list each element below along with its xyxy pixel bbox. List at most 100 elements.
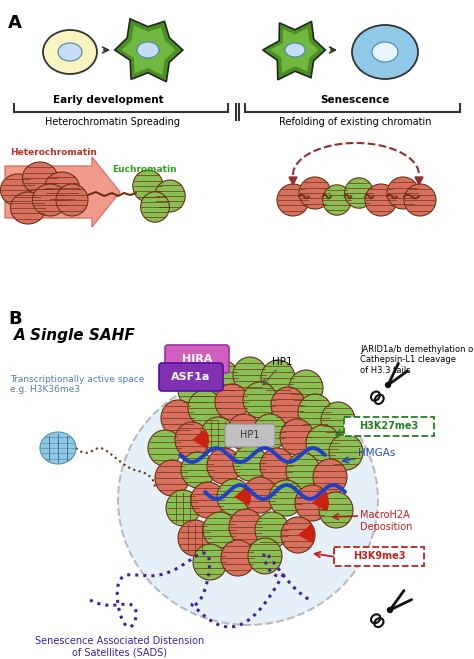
Text: Heterochromatin: Heterochromatin: [10, 148, 97, 157]
Ellipse shape: [137, 42, 159, 58]
Text: H3K9me3: H3K9me3: [353, 551, 405, 561]
Polygon shape: [263, 21, 325, 80]
Text: H3K27me3: H3K27me3: [359, 421, 419, 431]
Wedge shape: [298, 524, 315, 544]
Ellipse shape: [269, 480, 303, 516]
Ellipse shape: [248, 538, 282, 574]
FancyBboxPatch shape: [344, 417, 434, 436]
FancyBboxPatch shape: [159, 363, 223, 391]
Ellipse shape: [321, 402, 355, 438]
Ellipse shape: [260, 448, 294, 484]
Polygon shape: [122, 26, 175, 75]
Text: HIRA: HIRA: [182, 354, 212, 364]
Wedge shape: [312, 492, 329, 511]
Ellipse shape: [175, 422, 209, 458]
Circle shape: [385, 382, 391, 387]
Text: Heterochromatin Spreading: Heterochromatin Spreading: [46, 117, 181, 127]
Ellipse shape: [43, 30, 97, 74]
Wedge shape: [234, 486, 251, 505]
Polygon shape: [289, 177, 297, 185]
Ellipse shape: [178, 372, 212, 408]
Ellipse shape: [313, 459, 347, 495]
Ellipse shape: [118, 375, 378, 625]
Ellipse shape: [205, 360, 239, 396]
FancyBboxPatch shape: [225, 424, 275, 447]
Ellipse shape: [207, 448, 241, 484]
Ellipse shape: [188, 390, 222, 426]
Ellipse shape: [22, 162, 58, 194]
Ellipse shape: [148, 430, 182, 466]
Ellipse shape: [32, 184, 68, 216]
Ellipse shape: [323, 185, 351, 215]
Text: Euchromatin: Euchromatin: [112, 165, 177, 174]
Circle shape: [388, 608, 392, 612]
FancyArrow shape: [5, 157, 120, 227]
Ellipse shape: [306, 425, 340, 461]
Ellipse shape: [221, 540, 255, 576]
Ellipse shape: [215, 384, 249, 420]
Ellipse shape: [201, 417, 235, 453]
Ellipse shape: [191, 482, 225, 518]
Text: Early development: Early development: [53, 95, 164, 105]
Text: ASF1a: ASF1a: [171, 372, 210, 382]
Text: JARID1a/b demethylation or
Cathepsin-L1 cleavage
of H3.3 tails: JARID1a/b demethylation or Cathepsin-L1 …: [360, 345, 474, 375]
Ellipse shape: [285, 43, 305, 57]
Ellipse shape: [40, 432, 76, 464]
Ellipse shape: [372, 42, 398, 62]
Polygon shape: [415, 177, 423, 185]
Text: HMGAs: HMGAs: [358, 448, 395, 458]
Ellipse shape: [255, 512, 289, 548]
Ellipse shape: [233, 445, 267, 481]
Text: HP1: HP1: [272, 357, 292, 367]
Text: A Single SAHF: A Single SAHF: [14, 328, 136, 343]
Ellipse shape: [133, 170, 163, 202]
Polygon shape: [115, 19, 183, 82]
Ellipse shape: [155, 460, 189, 496]
Text: B: B: [8, 310, 22, 328]
Ellipse shape: [404, 184, 436, 216]
Ellipse shape: [299, 177, 331, 209]
Ellipse shape: [45, 172, 80, 204]
Text: HP1: HP1: [240, 430, 260, 440]
Ellipse shape: [243, 477, 277, 513]
Ellipse shape: [227, 414, 261, 450]
Ellipse shape: [253, 414, 287, 450]
Ellipse shape: [243, 382, 277, 418]
Ellipse shape: [329, 434, 363, 470]
Ellipse shape: [56, 184, 88, 216]
Wedge shape: [192, 429, 209, 449]
Ellipse shape: [298, 394, 332, 430]
Ellipse shape: [319, 492, 353, 528]
Ellipse shape: [365, 184, 397, 216]
Ellipse shape: [280, 419, 314, 455]
Ellipse shape: [229, 509, 263, 545]
FancyBboxPatch shape: [165, 345, 229, 373]
Ellipse shape: [286, 453, 320, 489]
Ellipse shape: [10, 192, 46, 224]
Ellipse shape: [155, 180, 185, 212]
Text: Senescence Associated Distension
of Satellites (SADS): Senescence Associated Distension of Sate…: [36, 636, 205, 658]
Ellipse shape: [233, 357, 267, 393]
Ellipse shape: [352, 25, 418, 79]
Ellipse shape: [58, 43, 82, 61]
Ellipse shape: [289, 370, 323, 406]
Ellipse shape: [141, 192, 169, 222]
Text: A: A: [8, 14, 22, 32]
Ellipse shape: [217, 479, 251, 515]
Ellipse shape: [387, 177, 419, 209]
Ellipse shape: [178, 520, 212, 556]
Ellipse shape: [193, 544, 227, 580]
Ellipse shape: [271, 387, 305, 423]
Ellipse shape: [261, 360, 295, 396]
Text: Refolding of existing chromatin: Refolding of existing chromatin: [279, 117, 431, 127]
Ellipse shape: [0, 174, 36, 206]
Ellipse shape: [181, 452, 215, 488]
Polygon shape: [270, 28, 318, 73]
Ellipse shape: [295, 485, 329, 521]
FancyBboxPatch shape: [334, 547, 424, 566]
Text: Senescence: Senescence: [320, 95, 390, 105]
Ellipse shape: [277, 184, 309, 216]
Ellipse shape: [345, 178, 374, 208]
Ellipse shape: [281, 517, 315, 553]
Ellipse shape: [161, 400, 195, 436]
